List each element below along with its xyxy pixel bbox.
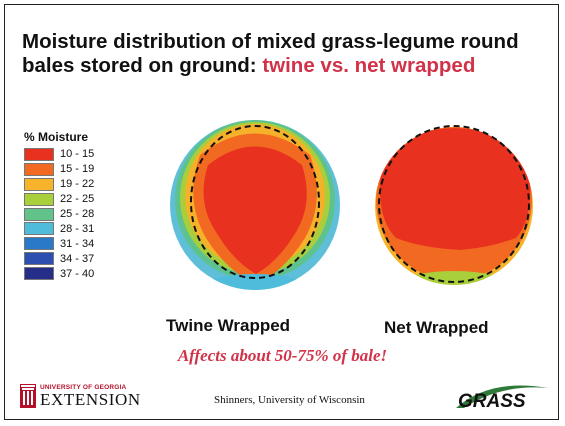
legend-label: 31 - 34 <box>60 237 95 250</box>
impact-note: Affects about 50-75% of bale! <box>177 346 388 365</box>
legend-item: 31 - 34 <box>24 236 114 251</box>
legend-label: 34 - 37 <box>60 252 95 265</box>
legend-item: 37 - 40 <box>24 266 114 281</box>
legend-item: 10 - 15 <box>24 147 114 162</box>
footer: UNIVERSITY OF GEORGIA EXTENSION Shinners… <box>4 378 559 418</box>
legend-swatch <box>24 147 54 161</box>
legend-label: 10 - 15 <box>60 148 95 161</box>
title-main-text: Moisture distribution of mixed grass-leg… <box>22 30 519 77</box>
grass-logo-text: GRASS <box>458 391 526 412</box>
legend-swatch <box>24 267 54 281</box>
legend-label: 15 - 19 <box>60 163 95 176</box>
legend-title: % Moisture <box>24 130 89 144</box>
legend-label: 19 - 22 <box>60 178 95 191</box>
title-accent-text: twine vs. net wrapped <box>262 54 476 77</box>
net-wrapped-bale <box>375 127 533 285</box>
legend-item: 34 - 37 <box>24 251 114 266</box>
legend-label: 37 - 40 <box>60 267 95 280</box>
legend-item: 15 - 19 <box>24 162 114 177</box>
legend-item: 28 - 31 <box>24 221 114 236</box>
net-wrapped-label: Net Wrapped <box>384 318 489 337</box>
legend-item: 22 - 25 <box>24 192 114 207</box>
net-wrap-outline <box>378 125 530 283</box>
legend-label: 22 - 25 <box>60 193 95 206</box>
legend-label: 25 - 28 <box>60 208 95 220</box>
arch-icon <box>20 384 36 408</box>
legend-swatch <box>24 207 54 221</box>
legend-swatch <box>24 222 54 236</box>
legend-swatch <box>24 252 54 266</box>
twine-wrap-outline <box>190 125 320 279</box>
institution-top: UNIVERSITY OF GEORGIA <box>40 384 127 391</box>
legend-label: 28 - 31 <box>60 222 95 235</box>
source-credit: Shinners, University of Wisconsin <box>214 394 365 406</box>
twine-wrapped-label: Twine Wrapped <box>166 316 291 335</box>
uga-extension-logo: UNIVERSITY OF GEORGIA EXTENSION <box>20 384 141 409</box>
legend-swatch <box>24 192 54 206</box>
legend-item: 25 - 28 <box>24 207 114 222</box>
legend-swatch <box>24 177 54 191</box>
grass-logo: GRASS <box>456 385 548 412</box>
institution-bottom: EXTENSION <box>40 390 141 409</box>
bale-cross-sections <box>170 120 533 290</box>
moisture-legend: % Moisture 10 - 15 15 - 19 19 - 22 22 - … <box>24 130 114 281</box>
legend-item: 19 - 22 <box>24 177 114 192</box>
slide-title: Moisture distribution of mixed grass-leg… <box>22 30 542 78</box>
legend-swatch <box>24 237 54 251</box>
twine-wrapped-bale <box>170 120 340 290</box>
legend-swatch <box>24 162 54 176</box>
